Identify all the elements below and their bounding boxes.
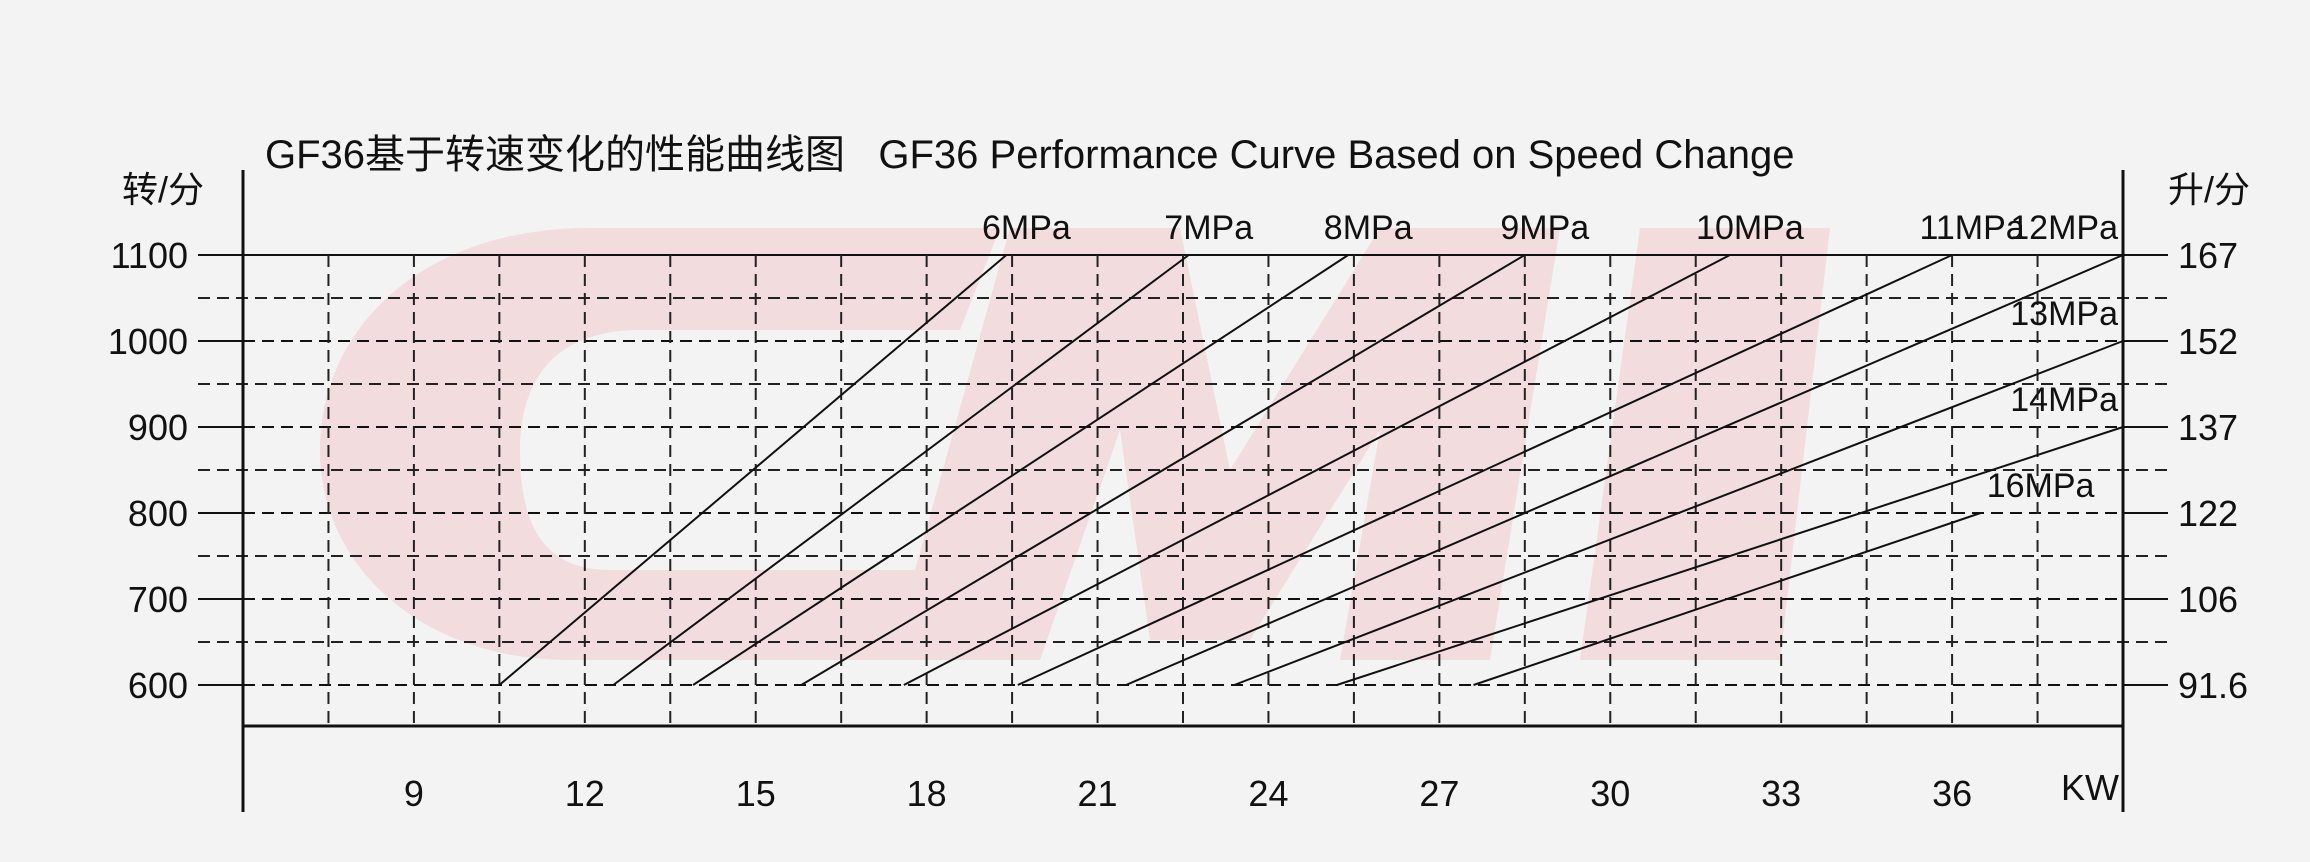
x-tick-label: 18 (907, 773, 947, 814)
series-line-6mpa (498, 254, 1008, 686)
series-line-7mpa (612, 254, 1190, 686)
x-tick-label: 21 (1078, 773, 1118, 814)
chart-title: GF36基于转速变化的性能曲线图 GF36 Performance Curve … (265, 133, 1794, 177)
series-label: 13MPa (2010, 295, 2118, 333)
series-label: 16MPa (1987, 467, 2095, 505)
x-tick-label: 27 (1419, 773, 1459, 814)
series-line-13mpa (1233, 340, 2124, 686)
x-tick-label: 36 (1932, 773, 1972, 814)
series-line-16mpa (1473, 512, 1981, 686)
watermark-letter-i (1580, 228, 1830, 660)
x-tick-label: 24 (1248, 773, 1288, 814)
series-line-8mpa (692, 254, 1349, 686)
series-label: 14MPa (2010, 381, 2118, 419)
y-tick-label: 600 (128, 665, 188, 706)
series-line-11mpa (1017, 254, 1953, 686)
watermark-letter-c (320, 228, 1000, 660)
y2-tick-label: 106 (2178, 579, 2238, 620)
x-tick-label: 15 (736, 773, 776, 814)
series-label: 6MPa (982, 209, 1071, 247)
x-tick-label: 9 (404, 773, 424, 814)
series-label: 11MPa (1919, 209, 2024, 247)
series-line-9mpa (800, 254, 1526, 686)
x-tick-label: 33 (1761, 773, 1801, 814)
x-tick-label: 12 (565, 773, 605, 814)
series-label: 8MPa (1324, 209, 1413, 247)
y2-axis-label: 升/分 (2168, 169, 2250, 210)
y-tick-label: 1100 (111, 235, 188, 276)
y-axis-label: 转/分 (122, 169, 204, 210)
series-line-10mpa (903, 254, 1731, 686)
y-tick-label: 900 (128, 407, 188, 448)
y2-tick-label: 167 (2178, 235, 2238, 276)
series-label: 9MPa (1500, 209, 1589, 247)
y2-tick-label: 91.6 (2178, 665, 2248, 706)
series-label: 10MPa (1696, 209, 1804, 247)
x-axis-label: KW (2061, 767, 2119, 808)
y2-tick-label: 137 (2178, 407, 2238, 448)
watermark-letter-m (890, 228, 1560, 660)
y2-tick-label: 122 (2178, 493, 2238, 534)
series-label: 12MPa (2010, 209, 2118, 247)
y2-tick-label: 152 (2178, 321, 2238, 362)
y-tick-label: 800 (128, 493, 188, 534)
x-tick-label: 30 (1590, 773, 1630, 814)
y-tick-label: 1000 (108, 321, 188, 362)
y-tick-label: 700 (128, 579, 188, 620)
series-label: 7MPa (1164, 209, 1253, 247)
series-line-12mpa (1125, 254, 2124, 686)
watermark-logo (320, 228, 1830, 660)
series-line-14mpa (1336, 426, 2124, 686)
